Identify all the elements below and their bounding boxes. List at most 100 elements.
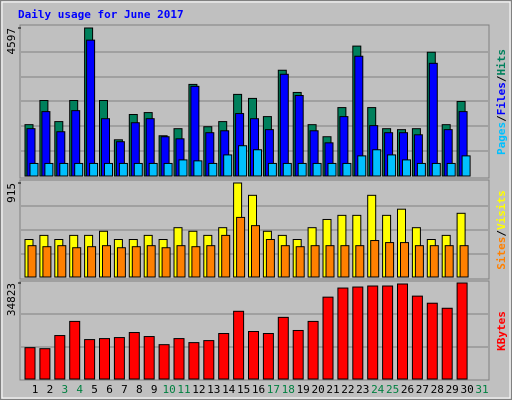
bar — [238, 145, 248, 177]
bar — [248, 331, 259, 380]
bar — [337, 287, 349, 380]
bar — [148, 162, 158, 177]
bar — [357, 155, 367, 177]
bar — [128, 332, 140, 380]
bar — [223, 154, 233, 177]
bar — [72, 247, 82, 278]
bar — [367, 285, 379, 380]
bar — [158, 344, 170, 380]
bar — [39, 348, 51, 380]
x-tick-label: 2 — [47, 383, 54, 396]
bar — [131, 246, 141, 278]
bar — [441, 307, 453, 380]
bar — [444, 245, 454, 278]
legend-entry: KBytes — [495, 311, 508, 351]
bar — [342, 162, 352, 177]
bar — [74, 162, 84, 177]
bar — [116, 247, 126, 278]
x-tick-label: 26 — [401, 383, 414, 396]
bar — [221, 234, 231, 278]
x-tick-label: 7 — [121, 383, 128, 396]
bar — [193, 160, 203, 177]
bar — [218, 333, 230, 380]
x-tick-label: 3 — [61, 383, 68, 396]
bar — [163, 162, 173, 177]
x-tick-label: 29 — [446, 383, 459, 396]
x-tick-label: 17 — [267, 383, 280, 396]
bar — [428, 62, 438, 177]
bar — [29, 162, 39, 177]
bar — [236, 216, 246, 278]
bar — [188, 342, 200, 380]
x-tick-label: 10 — [162, 383, 175, 396]
bar — [173, 338, 185, 380]
bar — [191, 246, 201, 278]
bar — [370, 240, 380, 278]
y-tick-label: 34823 — [5, 283, 18, 316]
legend-entry: Visits — [495, 190, 508, 230]
bar — [352, 286, 364, 380]
legend: KBytes — [495, 311, 508, 351]
legend-entry: Files — [495, 82, 508, 115]
bar — [312, 162, 322, 177]
x-tick-label: 16 — [252, 383, 265, 396]
x-tick-label: 6 — [106, 383, 113, 396]
x-tick-label: 21 — [326, 383, 339, 396]
bar — [267, 162, 277, 177]
bar — [277, 316, 289, 380]
bar — [42, 246, 52, 278]
bar — [143, 336, 155, 380]
bar — [178, 159, 188, 177]
bar — [426, 302, 438, 380]
bar — [262, 333, 274, 380]
x-tick-label: 15 — [237, 383, 250, 396]
bar — [402, 159, 411, 177]
bar — [429, 245, 439, 278]
legend-entry: Pages — [495, 122, 508, 155]
bar — [99, 338, 110, 380]
bar — [54, 335, 66, 380]
x-tick-label: 31 — [475, 383, 488, 396]
x-tick-label: 22 — [341, 383, 354, 396]
bar — [206, 245, 216, 278]
bar — [104, 162, 113, 177]
bar — [385, 242, 395, 278]
bar — [382, 285, 394, 380]
bar — [387, 154, 397, 177]
x-tick-label: 11 — [177, 383, 190, 396]
x-tick-label: 8 — [136, 383, 143, 396]
bar — [146, 245, 156, 278]
bar — [84, 339, 96, 380]
bar — [44, 162, 54, 177]
bar — [233, 310, 245, 380]
legend: Pages/Files/Hits — [495, 49, 508, 155]
bar — [295, 246, 305, 278]
x-tick-label: 23 — [356, 383, 369, 396]
bar — [340, 245, 350, 278]
x-tick-label: 20 — [311, 383, 324, 396]
bar — [325, 245, 335, 278]
bar — [133, 162, 143, 177]
bar — [411, 295, 423, 380]
y-tick-label: 915 — [5, 183, 18, 203]
bar — [307, 320, 319, 380]
bar — [372, 149, 382, 177]
bar — [27, 245, 37, 278]
bar — [355, 245, 365, 278]
bar — [292, 329, 304, 380]
y-tick-label: 4597 — [5, 28, 18, 55]
bar — [69, 320, 81, 380]
bar — [59, 162, 69, 177]
bar — [24, 347, 36, 380]
x-tick-label: 9 — [151, 383, 158, 396]
x-tick-label: 24 — [371, 383, 385, 396]
legend-separator: / — [495, 230, 508, 237]
bar — [414, 245, 424, 278]
bar — [400, 242, 409, 278]
bar — [431, 162, 441, 177]
bar — [327, 162, 337, 177]
x-tick-label: 19 — [297, 383, 310, 396]
bar — [265, 239, 275, 278]
